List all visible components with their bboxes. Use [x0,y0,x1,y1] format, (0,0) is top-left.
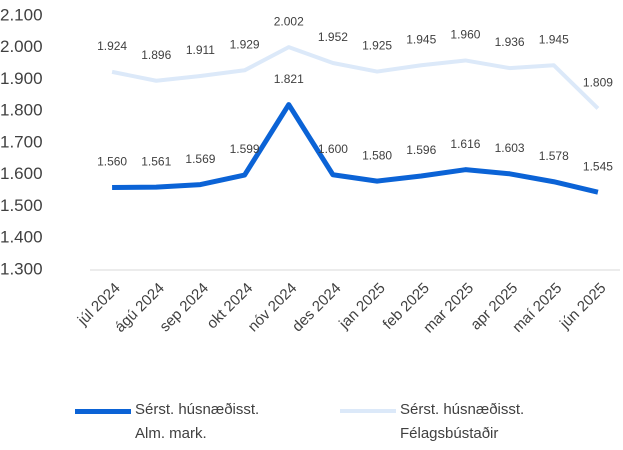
data-label: 1.821 [274,72,304,86]
legend-swatch [340,409,396,413]
data-label: 1.561 [141,154,171,168]
y-tick-label: 2.000 [0,37,43,56]
data-label: 1.545 [583,159,613,173]
data-label: 1.952 [318,30,348,44]
y-tick-label: 1.700 [0,132,43,151]
data-label: 1.945 [539,32,569,46]
series-line [112,102,599,195]
data-label: 1.600 [318,142,348,156]
data-label: 2.002 [274,14,304,28]
data-label: 1.603 [495,141,525,155]
legend-label: Sérst. húsnæðisst. Alm. mark. [135,401,260,442]
x-tick-label: jan 2025 [335,280,388,333]
data-label: 1.596 [406,143,436,157]
data-label: 1.925 [362,39,392,53]
data-label: 1.929 [230,37,260,51]
data-label: 1.911 [186,43,215,57]
data-label: 1.945 [406,32,436,46]
series-line [111,45,600,110]
data-label: 1.560 [97,155,127,169]
y-tick-label: 1.600 [0,164,43,183]
data-label: 1.616 [450,137,480,151]
data-label: 1.896 [141,48,171,62]
data-label: 1.580 [362,148,392,162]
y-tick-label: 2.100 [0,5,43,24]
y-tick-label: 1.900 [0,69,43,88]
y-tick-label: 1.500 [0,196,43,215]
legend-item: Sérst. húsnæðisst. Félagsbústaðir [340,398,550,446]
x-tick-label: sep 2024 [156,280,212,336]
x-tick-label: jún 2025 [556,280,609,333]
data-label: 1.599 [230,142,260,156]
legend-item: Sérst. húsnæðisst. Alm. mark. [75,398,285,446]
legend-swatch [75,409,131,414]
legend-label: Sérst. húsnæðisst. Félagsbústaðir [400,401,525,442]
data-label: 1.960 [450,28,480,42]
data-label: 1.578 [539,149,569,163]
y-tick-label: 1.400 [0,228,43,247]
data-label: 1.809 [583,76,613,90]
x-tick-label: des 2024 [289,280,345,336]
chart: 1.300 1.400 1.500 1.600 1.700 1.800 1.900 2.000… [0,5,620,336]
y-tick-label: 1.300 [0,259,43,278]
y-tick-label: 1.800 [0,101,43,120]
data-label: 1.936 [495,35,525,49]
data-label: 1.569 [185,152,215,166]
data-label: 1.924 [97,39,127,53]
